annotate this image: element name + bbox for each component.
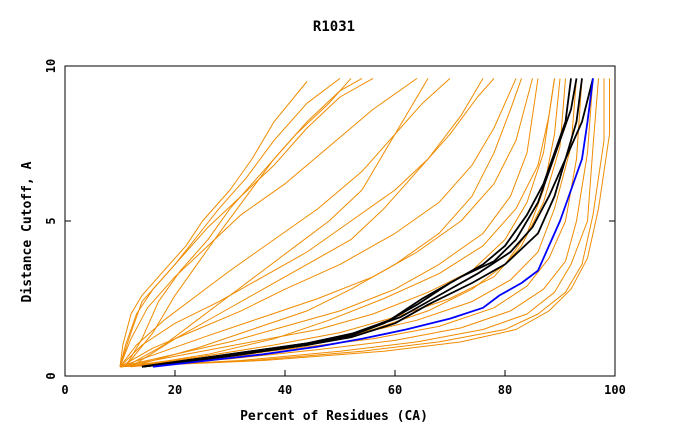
series-line-orange xyxy=(119,78,605,368)
series-line-orange xyxy=(130,78,561,368)
series-line-orange xyxy=(125,78,352,367)
series-line-orange xyxy=(119,78,583,368)
tick-layer: 0 20 40 60 80 100 0 5 10 xyxy=(44,59,626,397)
series-line-blue xyxy=(152,78,594,368)
series-line-orange xyxy=(119,77,418,367)
series-line-orange xyxy=(119,78,484,368)
series-line-orange xyxy=(119,78,555,368)
series-line-orange xyxy=(119,78,451,368)
series-line-orange xyxy=(119,78,341,367)
x-tick-label: 40 xyxy=(278,383,292,397)
series-layer xyxy=(119,77,610,368)
series-line-orange xyxy=(119,78,539,368)
x-tick-label: 0 xyxy=(61,383,68,397)
series-line-orange xyxy=(119,78,610,368)
x-tick-label: 20 xyxy=(168,383,182,397)
series-line-black xyxy=(141,78,572,368)
series-line-black xyxy=(141,78,594,368)
y-tick-label: 0 xyxy=(44,372,58,379)
x-axis-label: Percent of Residues (CA) xyxy=(240,409,428,424)
series-line-orange xyxy=(119,78,517,368)
x-tick-label: 100 xyxy=(604,383,626,397)
series-line-orange xyxy=(119,78,594,368)
series-line-orange xyxy=(119,81,308,367)
series-line-orange xyxy=(130,78,555,368)
series-line-orange xyxy=(119,78,566,368)
series-line-orange xyxy=(130,78,522,368)
x-tick-label: 60 xyxy=(388,383,402,397)
chart-title: R1031 xyxy=(313,19,355,35)
y-tick-label: 5 xyxy=(44,217,58,224)
series-line-orange xyxy=(119,77,374,367)
series-line-orange xyxy=(125,77,363,368)
series-line-orange xyxy=(119,78,599,368)
y-axis-label: Distance Cutoff, A xyxy=(20,161,35,302)
x-tick-label: 80 xyxy=(498,383,512,397)
series-line-orange xyxy=(130,78,495,368)
y-tick-label: 10 xyxy=(44,59,58,73)
series-line-orange xyxy=(125,78,429,368)
